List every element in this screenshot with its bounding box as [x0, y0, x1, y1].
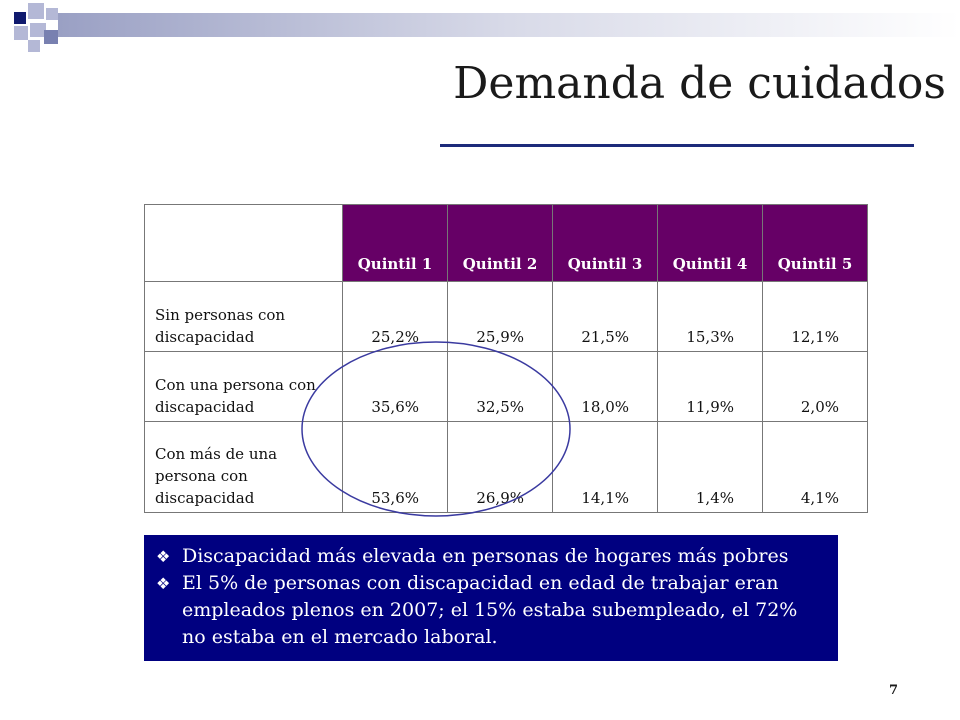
table-cell: 11,9%	[657, 351, 763, 422]
note-text: El 5% de personas con discapacidad en ed…	[182, 572, 798, 648]
table-cell: 18,0%	[552, 351, 658, 422]
table-cell: 25,2%	[342, 281, 448, 352]
header-cell-quintil-4: Quintil 4	[657, 204, 763, 282]
table-cell: 32,5%	[447, 351, 553, 422]
header-cell-quintil-1: Quintil 1	[342, 204, 448, 282]
note-item: ❖ El 5% de personas con discapacidad en …	[156, 570, 826, 651]
notes-box: ❖ Discapacidad más elevada en personas d…	[144, 535, 838, 661]
table-cell: 4,1%	[762, 421, 868, 513]
page-number: 7	[889, 683, 899, 698]
table-cell: 1,4%	[657, 421, 763, 513]
slide-title: Demanda de cuidados	[453, 58, 946, 109]
note-text: Discapacidad más elevada en personas de …	[182, 545, 789, 567]
header-cell-blank	[144, 204, 343, 282]
table-row: Con una persona con discapacidad 35,6% 3…	[144, 351, 868, 422]
diamond-bullet-icon: ❖	[156, 547, 171, 566]
table-row: Con más de una persona con discapacidad …	[144, 421, 868, 513]
table-cell: 14,1%	[552, 421, 658, 513]
row-label: Con más de una persona con discapacidad	[144, 421, 343, 513]
row-label: Sin personas con discapacidad	[144, 281, 343, 352]
table-cell: 21,5%	[552, 281, 658, 352]
discapacidad-quintil-table: Quintil 1 Quintil 2 Quintil 3 Quintil 4 …	[144, 204, 868, 513]
table-cell: 26,9%	[447, 421, 553, 513]
title-underline	[440, 144, 914, 147]
table-cell: 15,3%	[657, 281, 763, 352]
row-label: Con una persona con discapacidad	[144, 351, 343, 422]
diamond-bullet-icon: ❖	[156, 574, 171, 593]
table-cell: 35,6%	[342, 351, 448, 422]
table-cell: 12,1%	[762, 281, 868, 352]
table-cell: 2,0%	[762, 351, 868, 422]
header-cell-quintil-5: Quintil 5	[762, 204, 868, 282]
header-cell-quintil-3: Quintil 3	[552, 204, 658, 282]
slide-decoration	[14, 3, 960, 52]
table-cell: 53,6%	[342, 421, 448, 513]
header-cell-quintil-2: Quintil 2	[447, 204, 553, 282]
table-header-row: Quintil 1 Quintil 2 Quintil 3 Quintil 4 …	[144, 204, 868, 282]
note-item: ❖ Discapacidad más elevada en personas d…	[156, 543, 826, 570]
table-row: Sin personas con discapacidad 25,2% 25,9…	[144, 281, 868, 352]
table-cell: 25,9%	[447, 281, 553, 352]
